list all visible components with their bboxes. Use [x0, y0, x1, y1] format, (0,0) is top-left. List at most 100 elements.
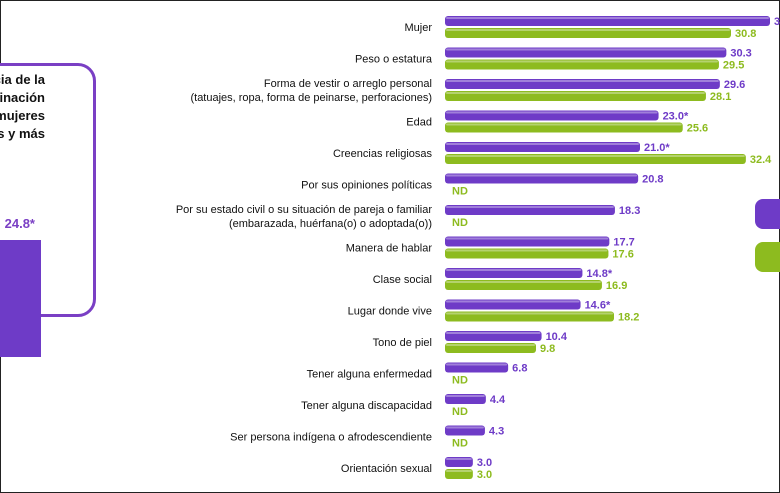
- card-value: 24.8*: [4, 216, 35, 231]
- card-title-line-1: ncia de la: [0, 72, 45, 87]
- value-label-series-1: 10.4: [546, 331, 568, 343]
- category-label: Creencias religiosas: [333, 148, 433, 160]
- bar-highlight: [446, 426, 484, 429]
- value-label-series-1: 20.8: [642, 174, 663, 186]
- card-title-line-4: ños y más: [0, 126, 45, 141]
- bar-series-2: [445, 343, 536, 353]
- card-bar: [0, 240, 41, 357]
- bar-highlight: [446, 80, 719, 82]
- bar-highlight: [446, 281, 601, 283]
- value-label-series-1: 3: [774, 16, 780, 28]
- category-label: Edad: [406, 117, 432, 129]
- bar-highlight: [446, 206, 614, 208]
- bar-series-1: [445, 331, 542, 341]
- bar-series-1: [445, 16, 770, 26]
- bar-series-1: [445, 110, 659, 121]
- value-label-series-2: ND: [452, 217, 468, 229]
- bar-highlight: [446, 363, 508, 366]
- prevalence-card: ncia de la minación on mujeres ños y más…: [0, 63, 96, 357]
- bar-highlight: [446, 237, 609, 240]
- value-label-series-2: ND: [452, 406, 468, 418]
- category-label: (tatuajes, ropa, forma de peinarse, perf…: [190, 92, 432, 104]
- bar-series-1: [445, 236, 610, 247]
- bar-highlight: [446, 17, 769, 19]
- bar-series-1: [445, 205, 615, 215]
- bar-highlight: [446, 312, 613, 315]
- category-label: Ser persona indígena o afrodescendiente: [230, 432, 432, 444]
- category-label: Tono de piel: [373, 337, 432, 349]
- bar-series-2: [445, 59, 719, 70]
- value-label-series-2: 18.2: [618, 312, 639, 324]
- bar-highlight: [446, 48, 726, 51]
- value-label-series-1: 14.6*: [585, 300, 611, 312]
- bar-highlight: [446, 123, 682, 126]
- value-label-series-2: 17.6: [612, 249, 633, 261]
- bar-series-2: [445, 28, 731, 38]
- value-label-series-2: ND: [452, 438, 468, 450]
- value-label-series-1: 29.6: [724, 79, 745, 91]
- legend-swatch-mujeres: [755, 199, 780, 229]
- bar-series-2: [445, 469, 473, 479]
- bar-highlight: [446, 29, 730, 31]
- value-label-series-2: 16.9: [606, 280, 627, 292]
- bar-series-1: [445, 299, 581, 310]
- bar-series-1: [445, 142, 640, 152]
- bar-highlight: [446, 269, 582, 271]
- value-label-series-2: ND: [452, 186, 468, 198]
- category-label: Clase social: [373, 274, 432, 286]
- value-label-series-1: 3.0: [477, 457, 492, 469]
- bar-series-1: [445, 173, 639, 184]
- value-label-series-1: 30.3: [730, 48, 751, 60]
- category-label: Orientación sexual: [341, 463, 432, 475]
- value-label-series-2: 30.8: [735, 28, 756, 40]
- bar-series-2: [445, 311, 614, 322]
- bar-highlight: [446, 332, 541, 334]
- category-label: Por sus opiniones políticas: [301, 180, 432, 192]
- value-label-series-1: 21.0*: [644, 142, 670, 154]
- bar-highlight: [446, 300, 580, 303]
- card-title-line-3: on mujeres: [0, 108, 45, 123]
- bar-highlight: [446, 155, 745, 157]
- bar-highlight: [446, 344, 535, 346]
- category-label: Mujer: [404, 22, 432, 34]
- bar-highlight: [446, 458, 472, 460]
- bar-highlight: [446, 143, 639, 145]
- bar-series-1: [445, 268, 583, 278]
- bar-highlight: [446, 60, 718, 63]
- value-label-series-2: 25.6: [687, 123, 708, 135]
- bar-highlight: [446, 249, 608, 252]
- value-label-series-2: 28.1: [710, 91, 731, 103]
- value-label-series-1: 14.8*: [586, 268, 612, 280]
- bar-highlight: [446, 92, 705, 94]
- value-label-series-2: 9.8: [540, 343, 555, 355]
- bar-series-2: [445, 280, 602, 290]
- bar-highlight: [446, 174, 638, 177]
- category-label: Forma de vestir o arreglo personal: [264, 78, 432, 90]
- bar-series-1: [445, 362, 509, 373]
- value-label-series-1: 17.7: [613, 237, 634, 249]
- bar-series-1: [445, 79, 720, 89]
- bar-series-1: [445, 394, 486, 404]
- legend-swatch-hombres: [755, 242, 780, 272]
- bar-highlight: [446, 395, 485, 397]
- category-label: Manera de hablar: [346, 243, 433, 255]
- bar-series-2: [445, 122, 683, 133]
- bar-series-2: [445, 154, 746, 164]
- value-label-series-1: 18.3: [619, 205, 640, 217]
- category-label: (embarazada, huérfana(o) o adoptada(o)): [229, 218, 432, 230]
- category-label: Tener alguna enfermedad: [307, 369, 432, 381]
- value-label-series-1: 4.3: [489, 426, 504, 438]
- bar-highlight: [446, 111, 658, 114]
- bar-highlight: [446, 470, 472, 472]
- value-label-series-2: 32.4: [750, 154, 772, 166]
- value-label-series-2: ND: [452, 375, 468, 387]
- bar-series-1: [445, 425, 485, 436]
- category-label: Por su estado civil o su situación de pa…: [176, 204, 433, 216]
- value-label-series-1: 6.8: [512, 363, 527, 375]
- category-label: Lugar donde vive: [348, 306, 432, 318]
- value-label-series-1: 4.4: [490, 394, 506, 406]
- value-label-series-1: 23.0*: [663, 111, 689, 123]
- bar-series-1: [445, 47, 727, 58]
- bar-series-1: [445, 457, 473, 467]
